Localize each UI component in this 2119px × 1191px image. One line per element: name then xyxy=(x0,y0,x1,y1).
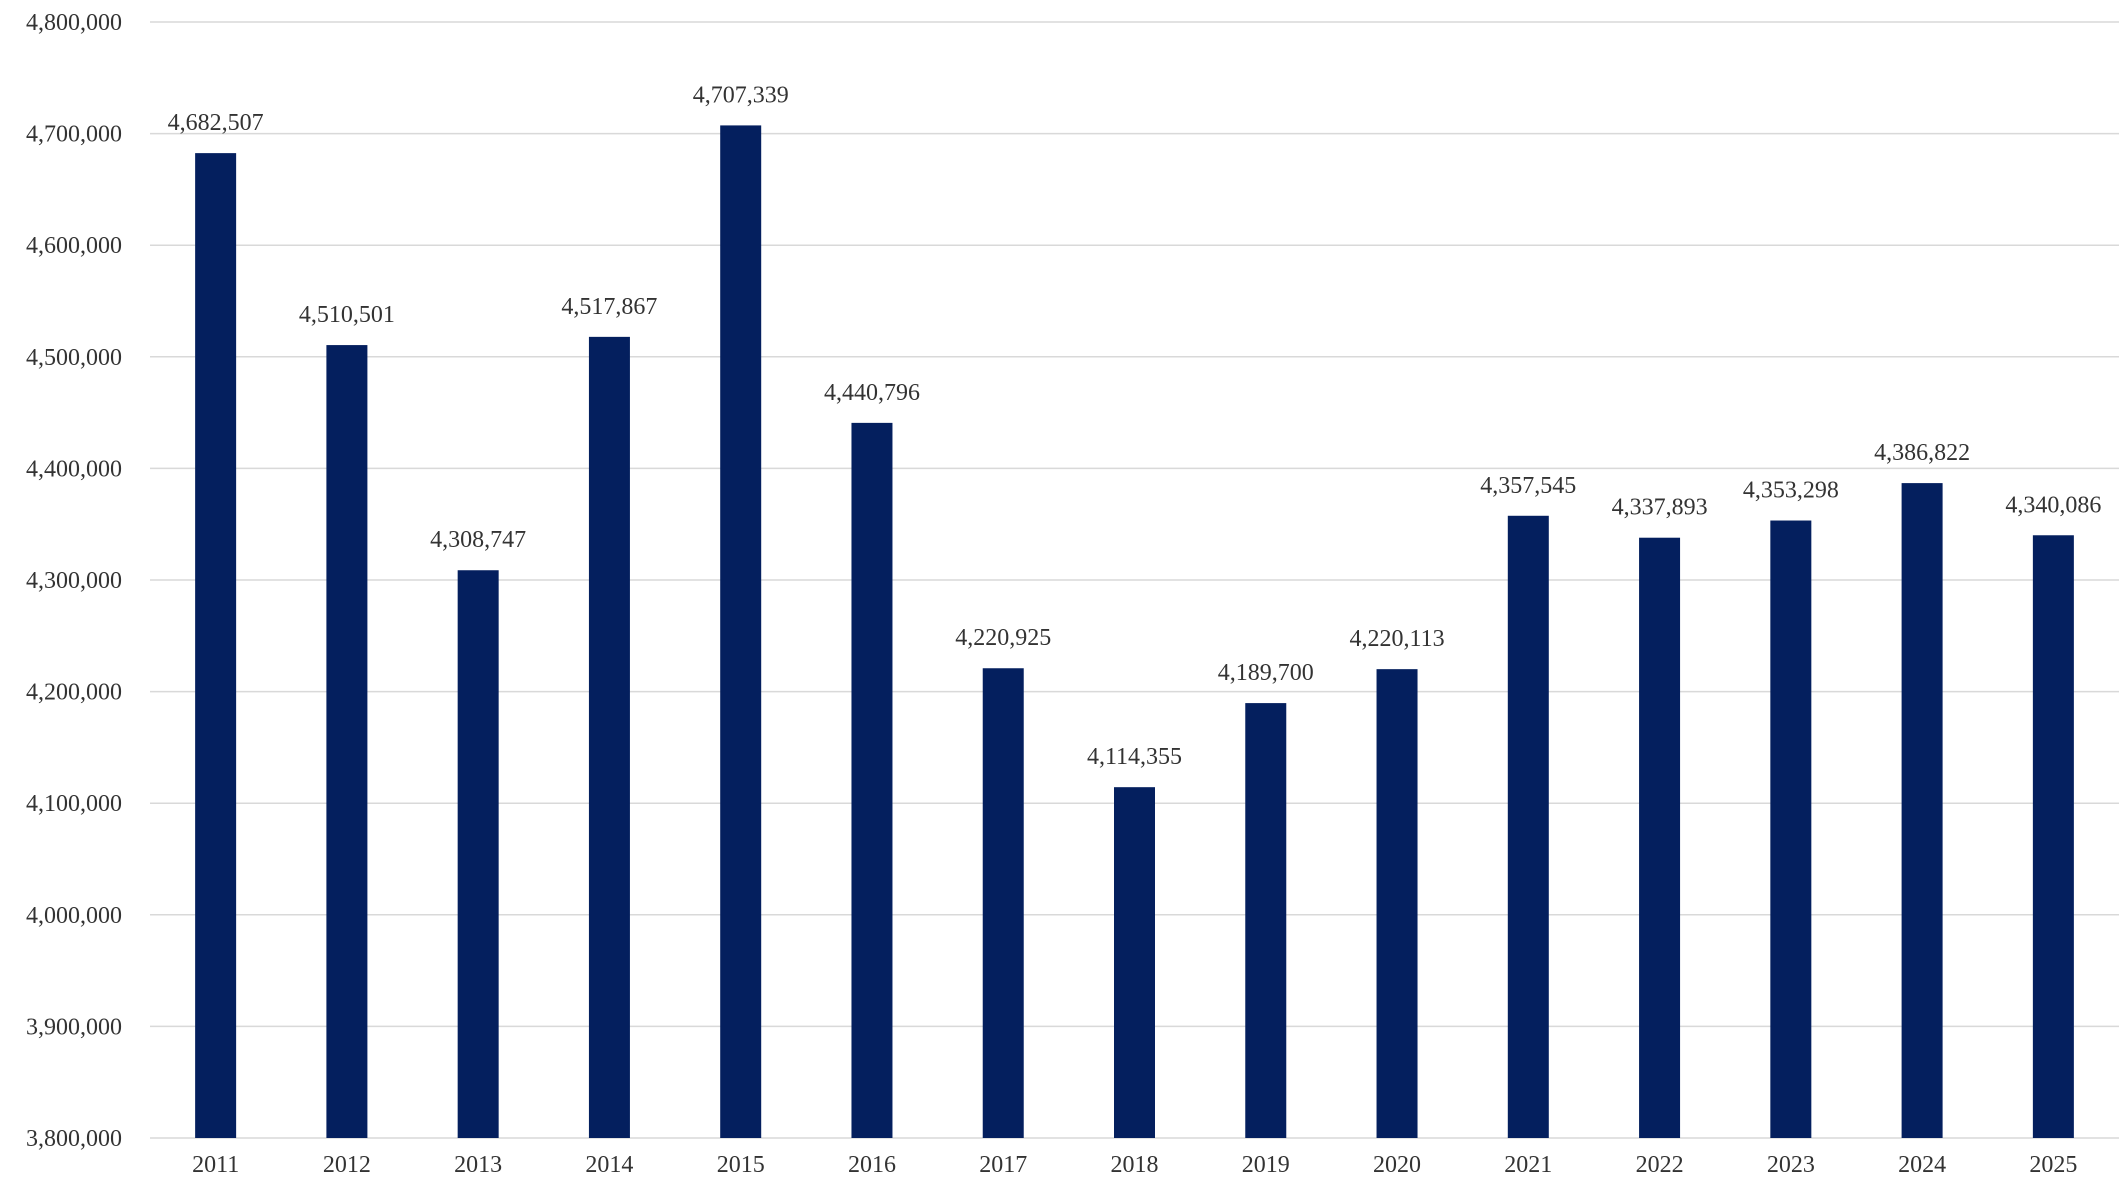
bar-2022 xyxy=(1639,537,1681,1138)
data-label-2020: 4,220,113 xyxy=(1349,626,1444,652)
x-tick-label-2013: 2013 xyxy=(454,1152,502,1178)
x-tick-label-2024: 2024 xyxy=(1898,1152,1946,1178)
x-tick-label-2022: 2022 xyxy=(1636,1152,1684,1178)
data-label-2013: 4,308,747 xyxy=(430,527,526,553)
bar-2020 xyxy=(1376,669,1418,1138)
bar-2018 xyxy=(1114,787,1155,1138)
bar-2017 xyxy=(982,668,1024,1138)
x-tick-label-2025: 2025 xyxy=(2029,1152,2077,1178)
y-tick-label: 4,300,000 xyxy=(26,568,122,594)
data-label-2024: 4,386,822 xyxy=(1874,440,1970,466)
y-tick-label: 4,600,000 xyxy=(26,233,122,259)
x-tick-label-2023: 2023 xyxy=(1767,1152,1815,1178)
y-tick-label: 4,000,000 xyxy=(26,903,122,929)
data-label-2017: 4,220,925 xyxy=(955,625,1051,651)
data-labels: 4,682,507 4,510,501 4,308,747 4,517,867 4,70… xyxy=(168,82,2102,770)
bar-2014 xyxy=(588,336,630,1138)
x-tick-label-2019: 2019 xyxy=(1242,1152,1290,1178)
bar-2013 xyxy=(457,570,499,1138)
data-label-2022: 4,337,893 xyxy=(1612,495,1708,521)
bar-2021 xyxy=(1507,515,1549,1138)
y-axis: 3,800,000 3,900,000 4,000,000 4,100,000 4,20… xyxy=(26,10,122,1152)
y-tick-label: 4,200,000 xyxy=(26,680,122,706)
data-label-2021: 4,357,545 xyxy=(1480,473,1576,499)
x-tick-label-2021: 2021 xyxy=(1504,1152,1552,1178)
y-tick-label: 4,700,000 xyxy=(26,122,122,148)
x-tick-label-2018: 2018 xyxy=(1111,1152,1159,1178)
bar-2025 xyxy=(2032,535,2074,1138)
data-label-2011: 4,682,507 xyxy=(168,110,264,136)
x-tick-label-2014: 2014 xyxy=(585,1152,633,1178)
data-label-2012: 4,510,501 xyxy=(299,302,395,328)
x-tick-label-2020: 2020 xyxy=(1373,1152,1421,1178)
bar-2016 xyxy=(851,422,893,1138)
x-tick-label-2015: 2015 xyxy=(717,1152,765,1178)
bar-2015 xyxy=(720,125,762,1139)
y-tick-label: 3,800,000 xyxy=(26,1126,122,1152)
bar-2011 xyxy=(195,153,237,1138)
bar-2012 xyxy=(326,345,368,1138)
data-label-2014: 4,517,867 xyxy=(561,294,657,320)
y-tick-label: 4,400,000 xyxy=(26,456,122,482)
x-tick-label-2017: 2017 xyxy=(979,1152,1027,1178)
y-tick-label: 3,900,000 xyxy=(26,1014,122,1040)
y-tick-label: 4,800,000 xyxy=(26,10,122,36)
x-tick-label-2016: 2016 xyxy=(848,1152,896,1178)
y-tick-label: 4,100,000 xyxy=(26,791,122,817)
data-label-2025: 4,340,086 xyxy=(2005,492,2101,518)
bars xyxy=(195,125,2074,1139)
data-label-2023: 4,353,298 xyxy=(1743,478,1839,504)
x-tick-label-2011: 2011 xyxy=(192,1152,239,1178)
x-axis: 2011 2012 2013 2014 2015 2016 2017 2018 2019 2020… xyxy=(192,1152,2077,1178)
bar-2024 xyxy=(1901,483,1943,1138)
data-label-2019: 4,189,700 xyxy=(1218,660,1314,686)
data-label-2015: 4,707,339 xyxy=(693,82,789,108)
x-tick-label-2012: 2012 xyxy=(323,1152,371,1178)
bar-2023 xyxy=(1770,520,1812,1138)
data-label-2018: 4,114,355 xyxy=(1087,744,1182,770)
data-label-2016: 4,440,796 xyxy=(824,380,920,406)
bar-2019 xyxy=(1245,703,1287,1138)
y-tick-label: 4,500,000 xyxy=(26,345,122,371)
